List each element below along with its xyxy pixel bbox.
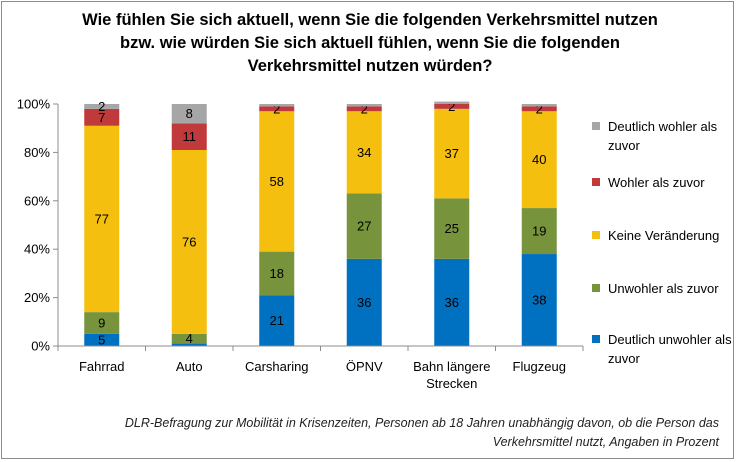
bar-segment xyxy=(171,104,207,124)
bar-segment xyxy=(84,312,120,334)
data-label: 7 xyxy=(98,110,105,125)
bar-segment xyxy=(259,106,295,112)
y-tick-label: 100% xyxy=(17,97,51,112)
bar-segment xyxy=(84,108,120,126)
x-tick-label: Fahrrad xyxy=(79,359,125,374)
data-label: 36 xyxy=(357,295,371,310)
y-tick-label: 60% xyxy=(24,193,50,208)
chart-legend: Deutlich wohler als zuvor Wohler als zuvo… xyxy=(592,0,737,400)
y-tick-label: 40% xyxy=(24,242,50,257)
bar-segment xyxy=(259,111,295,252)
bar-segment xyxy=(521,104,557,107)
data-label: 5 xyxy=(98,332,105,347)
legend-label: Keine Veränderung xyxy=(608,228,720,243)
data-label: 77 xyxy=(95,211,109,226)
legend-label: Deutlich unwohler als zuvor xyxy=(608,332,732,366)
bar-segment xyxy=(259,104,295,107)
bar-segment xyxy=(84,104,120,109)
legend-swatch xyxy=(592,178,600,186)
data-label: 25 xyxy=(445,221,459,236)
data-label: 19 xyxy=(532,224,546,239)
bar-segment xyxy=(84,125,120,313)
bar-segment xyxy=(346,111,382,194)
data-label: 9 xyxy=(98,316,105,331)
x-tick-label: Flugzeug xyxy=(513,359,566,374)
data-label: 8 xyxy=(186,106,193,121)
data-label: 37 xyxy=(445,146,459,161)
bar-segment xyxy=(434,198,470,259)
bar-segment xyxy=(521,208,557,255)
x-tick-label: ÖPNV xyxy=(346,359,383,374)
y-tick-label: 0% xyxy=(31,339,50,354)
data-label: 2 xyxy=(536,101,543,116)
legend-item: Wohler als zuvor xyxy=(592,173,734,192)
bar-segment xyxy=(259,295,295,346)
legend-swatch xyxy=(592,284,600,292)
bar-segment xyxy=(171,333,207,344)
data-label: 36 xyxy=(445,295,459,310)
data-label: 2 xyxy=(98,99,105,114)
data-label: 76 xyxy=(182,234,196,249)
bar-segment xyxy=(346,193,382,259)
data-label: 58 xyxy=(270,174,284,189)
bar-segment xyxy=(521,254,557,346)
bar-segment xyxy=(259,251,295,296)
bar-segment xyxy=(521,106,557,112)
bar-segment xyxy=(346,258,382,346)
legend-item: Unwohler als zuvor xyxy=(592,279,734,298)
legend-label: Wohler als zuvor xyxy=(608,175,705,190)
bar-segment xyxy=(434,101,470,104)
data-label: 21 xyxy=(270,313,284,328)
y-tick-label: 80% xyxy=(24,145,50,160)
data-label: 27 xyxy=(357,219,371,234)
legend-label: Unwohler als zuvor xyxy=(608,281,719,296)
bar-segment xyxy=(521,111,557,209)
bar-segment xyxy=(171,149,207,334)
chart-title: Wie fühlen Sie sich aktuell, wenn Sie di… xyxy=(82,11,658,75)
bar-segment xyxy=(434,104,470,109)
bar-segment xyxy=(434,258,470,346)
y-tick-label: 20% xyxy=(24,290,50,305)
data-label: 40 xyxy=(532,152,546,167)
data-label: 34 xyxy=(357,145,371,160)
legend-swatch xyxy=(592,231,600,239)
x-tick-label: Auto xyxy=(176,359,203,374)
footnote: DLR-Befragung zur Mobilität in Krisenzei… xyxy=(124,416,719,449)
data-label: 38 xyxy=(532,293,546,308)
data-label: 18 xyxy=(270,266,284,281)
legend-swatch xyxy=(592,335,600,343)
data-label: 2 xyxy=(361,101,368,116)
data-label: 2 xyxy=(448,99,455,114)
legend-swatch xyxy=(592,122,600,130)
x-tick-label: Bahn längere Strecken xyxy=(413,359,490,391)
legend-item: Deutlich wohler als zuvor xyxy=(592,117,734,155)
bar-segment xyxy=(434,108,470,199)
x-tick-label: Carsharing xyxy=(245,359,309,374)
data-label: 4 xyxy=(186,331,193,346)
bar-segment xyxy=(346,104,382,107)
bar-segment xyxy=(171,123,207,150)
legend-item: Deutlich unwohler als zuvor xyxy=(592,330,734,368)
legend-label: Deutlich wohler als zuvor xyxy=(608,119,718,153)
data-label: 2 xyxy=(273,101,280,116)
legend-item: Keine Veränderung xyxy=(592,226,734,245)
bar-segment xyxy=(346,106,382,112)
bar-segment xyxy=(171,343,207,346)
bar-segment xyxy=(84,333,120,346)
data-label: 11 xyxy=(183,129,197,144)
